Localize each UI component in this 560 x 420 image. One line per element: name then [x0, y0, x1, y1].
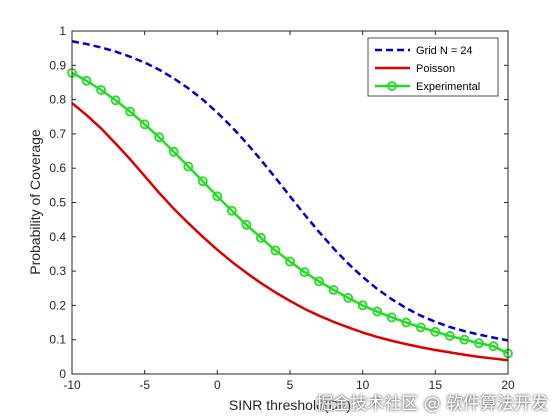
data-point-marker [372, 306, 383, 317]
data-point-marker [415, 322, 426, 333]
x-tick-label: 20 [501, 378, 515, 392]
data-point-marker [154, 132, 165, 143]
data-point-marker [430, 326, 441, 337]
x-axis-label: SINR threshold(Db) [229, 397, 351, 413]
legend: Grid N = 24 Poisson Experimental [367, 37, 499, 97]
data-point-marker [444, 331, 455, 341]
x-tick-label: 15 [429, 378, 443, 392]
series-line-grid-n-24 [71, 40, 509, 342]
data-point-marker [488, 341, 499, 352]
legend-label: Experimental [416, 81, 480, 93]
y-tick-label: 0.6 [49, 161, 66, 175]
data-point-marker [241, 219, 252, 230]
y-tick-label: 1 [59, 24, 66, 38]
x-tick-label: 10 [356, 378, 370, 392]
data-point-marker [299, 267, 310, 278]
data-point-marker [474, 338, 484, 349]
y-tick-label: 0.7 [49, 127, 66, 141]
series-layer [67, 40, 513, 362]
legend-label: Poisson [416, 63, 455, 75]
legend-label: Grid N = 24 [416, 45, 473, 57]
x-tick-label: -5 [139, 378, 150, 392]
x-tick-label: 5 [287, 378, 294, 392]
y-tick-label: 0.3 [49, 264, 66, 278]
data-point-marker [357, 300, 368, 311]
data-point-marker [226, 205, 237, 216]
ticks-layer: -10 -5 0 5 10 15 20 0 0.1 0.2 0.3 0.4 0.5 0.6 0.7 0.8 0.… [49, 24, 515, 392]
y-tick-label: 0 [59, 367, 66, 381]
y-tick-label: 0.2 [49, 298, 66, 312]
data-point-marker [81, 75, 92, 86]
watermark-text: 掘金技术社区 @ 软件算法开发 [316, 394, 548, 414]
data-point-marker [110, 95, 121, 106]
data-point-marker [343, 292, 354, 303]
data-point-marker [459, 334, 470, 345]
y-tick-label: 0.5 [49, 196, 66, 210]
legend-marker [387, 81, 397, 91]
data-point-marker [168, 146, 179, 157]
data-point-marker [197, 176, 208, 187]
data-point-marker [386, 312, 397, 323]
data-point-marker [256, 232, 266, 243]
data-point-marker [139, 119, 150, 130]
x-tick-label: 0 [214, 378, 221, 392]
y-tick-label: 0.9 [49, 58, 66, 72]
series-line-experimental [71, 71, 509, 355]
y-tick-label: 0.1 [49, 333, 66, 347]
y-tick-label: 0.4 [49, 230, 66, 244]
data-point-marker [285, 256, 295, 267]
data-point-marker [125, 106, 136, 117]
data-point-marker [183, 161, 194, 172]
data-point-marker [328, 285, 339, 295]
series-line-poisson [71, 102, 509, 362]
y-tick-label: 0.8 [49, 93, 66, 107]
y-axis-label: Probability of Coverage [27, 129, 43, 275]
data-point-marker [270, 245, 281, 256]
x-tick-label: -10 [63, 378, 81, 392]
data-point-marker [401, 317, 412, 328]
data-point-marker [212, 191, 223, 202]
data-point-marker [314, 276, 324, 287]
data-point-marker [96, 85, 106, 95]
